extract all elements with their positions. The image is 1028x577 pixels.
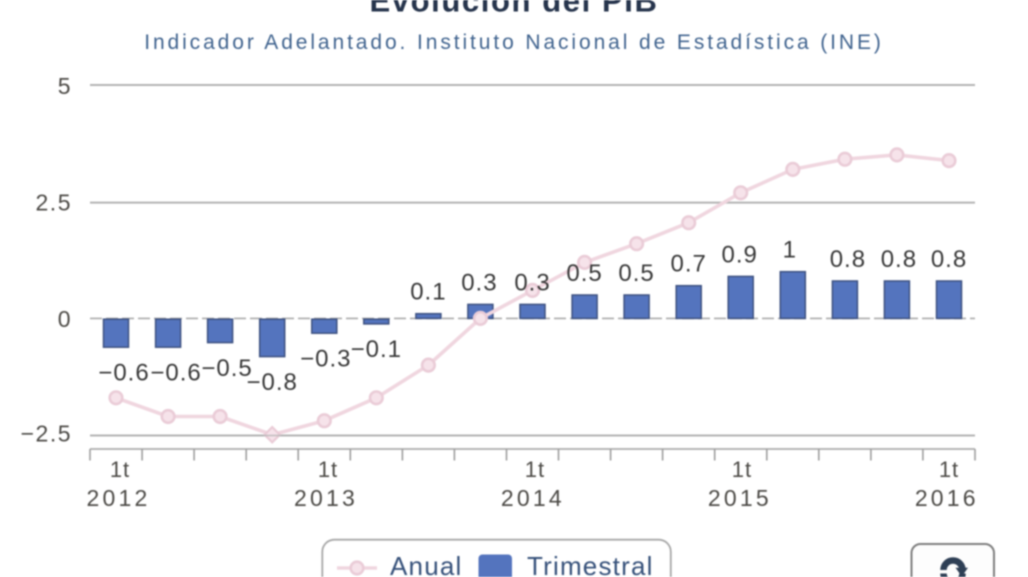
- svg-text:2.5: 2.5: [36, 190, 72, 216]
- svg-text:2016: 2016: [915, 485, 979, 511]
- svg-text:2015: 2015: [708, 485, 772, 511]
- svg-text:−2.5: −2.5: [21, 421, 72, 447]
- svg-text:1t: 1t: [732, 457, 752, 482]
- svg-text:2012: 2012: [87, 485, 151, 511]
- svg-text:0.9: 0.9: [722, 241, 758, 268]
- svg-text:1t: 1t: [318, 457, 338, 482]
- svg-text:−0.1: −0.1: [351, 336, 402, 363]
- svg-text:Anual: Anual: [390, 551, 463, 577]
- svg-text:−0.6: −0.6: [98, 359, 149, 386]
- svg-text:0.8: 0.8: [830, 246, 866, 273]
- svg-text:−0.3: −0.3: [300, 345, 351, 372]
- svg-text:0: 0: [58, 306, 72, 332]
- svg-text:Trimestral: Trimestral: [527, 551, 654, 577]
- svg-text:1t: 1t: [939, 457, 959, 482]
- svg-text:2014: 2014: [501, 485, 565, 511]
- svg-text:−0.8: −0.8: [247, 369, 298, 396]
- svg-text:0.5: 0.5: [566, 260, 602, 287]
- svg-text:0.8: 0.8: [931, 246, 967, 273]
- svg-text:0.3: 0.3: [514, 269, 550, 296]
- svg-text:−0.5: −0.5: [201, 355, 252, 382]
- svg-text:Evolución del PIB: Evolución del PIB: [369, 0, 658, 19]
- svg-text:−0.6: −0.6: [150, 359, 201, 386]
- svg-text:0.8: 0.8: [881, 246, 917, 273]
- svg-text:0.5: 0.5: [618, 260, 654, 287]
- svg-text:0.3: 0.3: [461, 269, 497, 296]
- svg-text:5: 5: [58, 73, 72, 99]
- svg-text:0.1: 0.1: [410, 279, 446, 306]
- svg-text:1t: 1t: [110, 457, 130, 482]
- svg-text:Indicador Adelantado. Institut: Indicador Adelantado. Instituto Nacional…: [144, 31, 884, 54]
- svg-text:2013: 2013: [294, 485, 358, 511]
- svg-text:1: 1: [783, 237, 797, 264]
- svg-text:1t: 1t: [525, 457, 545, 482]
- svg-text:0.7: 0.7: [671, 251, 707, 278]
